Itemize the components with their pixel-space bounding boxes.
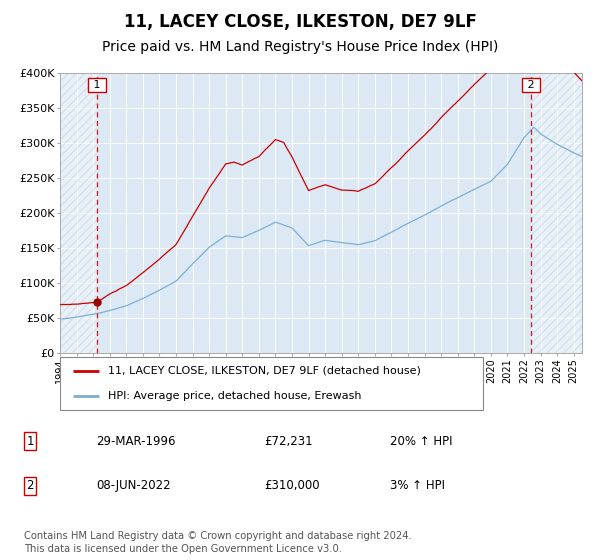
Text: 2: 2 <box>26 479 34 492</box>
Text: 1: 1 <box>26 435 34 448</box>
Text: HPI: Average price, detached house, Erewash: HPI: Average price, detached house, Erew… <box>107 391 361 402</box>
Text: Price paid vs. HM Land Registry's House Price Index (HPI): Price paid vs. HM Land Registry's House … <box>102 40 498 54</box>
Bar <box>60 73 97 353</box>
Text: 11, LACEY CLOSE, ILKESTON, DE7 9LF: 11, LACEY CLOSE, ILKESTON, DE7 9LF <box>124 13 476 31</box>
FancyBboxPatch shape <box>60 357 484 410</box>
Text: 2: 2 <box>524 80 538 90</box>
Text: £310,000: £310,000 <box>264 479 320 492</box>
Text: 1: 1 <box>90 80 104 90</box>
Text: 08-JUN-2022: 08-JUN-2022 <box>96 479 170 492</box>
Text: 20% ↑ HPI: 20% ↑ HPI <box>390 435 452 448</box>
Text: 29-MAR-1996: 29-MAR-1996 <box>96 435 176 448</box>
Bar <box>531 73 582 353</box>
Text: 11, LACEY CLOSE, ILKESTON, DE7 9LF (detached house): 11, LACEY CLOSE, ILKESTON, DE7 9LF (deta… <box>107 366 421 376</box>
Text: 3% ↑ HPI: 3% ↑ HPI <box>390 479 445 492</box>
Text: Contains HM Land Registry data © Crown copyright and database right 2024.
This d: Contains HM Land Registry data © Crown c… <box>24 530 412 554</box>
Text: £72,231: £72,231 <box>264 435 313 448</box>
